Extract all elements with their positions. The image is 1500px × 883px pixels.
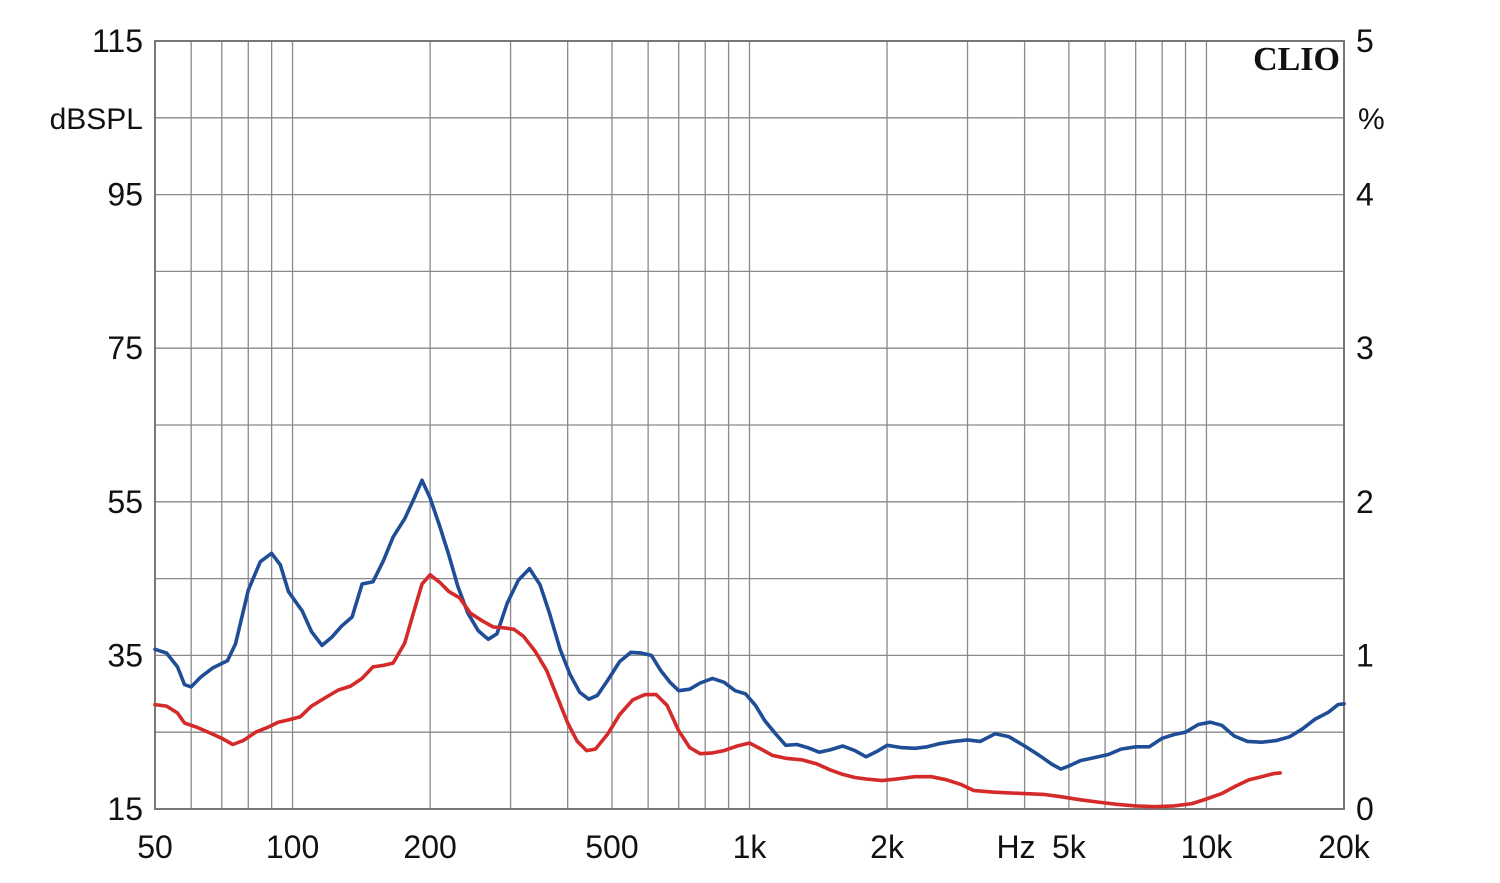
plot-frame xyxy=(154,40,1345,810)
series-layer xyxy=(153,478,1346,809)
left-tick-label: 35 xyxy=(107,637,143,673)
series-line-1 xyxy=(153,478,1346,771)
right-tick-label: 0 xyxy=(1356,791,1374,827)
x-tick-label: 200 xyxy=(403,829,456,865)
x-tick-label: 100 xyxy=(266,829,319,865)
left-axis-unit: dBSPL xyxy=(50,103,143,136)
left-axis-ticks: 115 95 75 55 35 15 xyxy=(92,23,143,827)
left-tick-label: 115 xyxy=(92,23,143,59)
left-tick-label: 55 xyxy=(107,484,143,520)
x-axis-unit: Hz xyxy=(996,829,1035,865)
right-tick-label: 4 xyxy=(1356,177,1374,213)
x-tick-label: 20k xyxy=(1318,829,1371,865)
x-tick-label: 50 xyxy=(137,829,173,865)
right-axis-unit: % xyxy=(1358,103,1385,136)
left-tick-label: 75 xyxy=(107,330,143,366)
right-tick-label: 2 xyxy=(1356,484,1374,520)
clio-logo: CLIO xyxy=(1253,41,1340,78)
left-tick-label: 15 xyxy=(107,791,143,827)
right-axis-ticks: 5 4 3 2 1 0 xyxy=(1356,23,1374,827)
right-tick-label: 1 xyxy=(1356,637,1374,673)
left-tick-label: 95 xyxy=(107,177,143,213)
x-tick-label: 10k xyxy=(1181,829,1234,865)
x-axis-ticks: 50 100 200 500 1k 2k 5k 10k 20k xyxy=(137,829,1371,865)
x-tick-label: 2k xyxy=(870,829,905,865)
x-tick-label: 1k xyxy=(733,829,768,865)
grid xyxy=(155,41,1344,809)
series-line-2 xyxy=(153,573,1282,809)
right-tick-label: 5 xyxy=(1356,23,1374,59)
x-tick-label: 500 xyxy=(585,829,638,865)
right-tick-label: 3 xyxy=(1356,330,1374,366)
x-tick-label: 5k xyxy=(1052,829,1087,865)
